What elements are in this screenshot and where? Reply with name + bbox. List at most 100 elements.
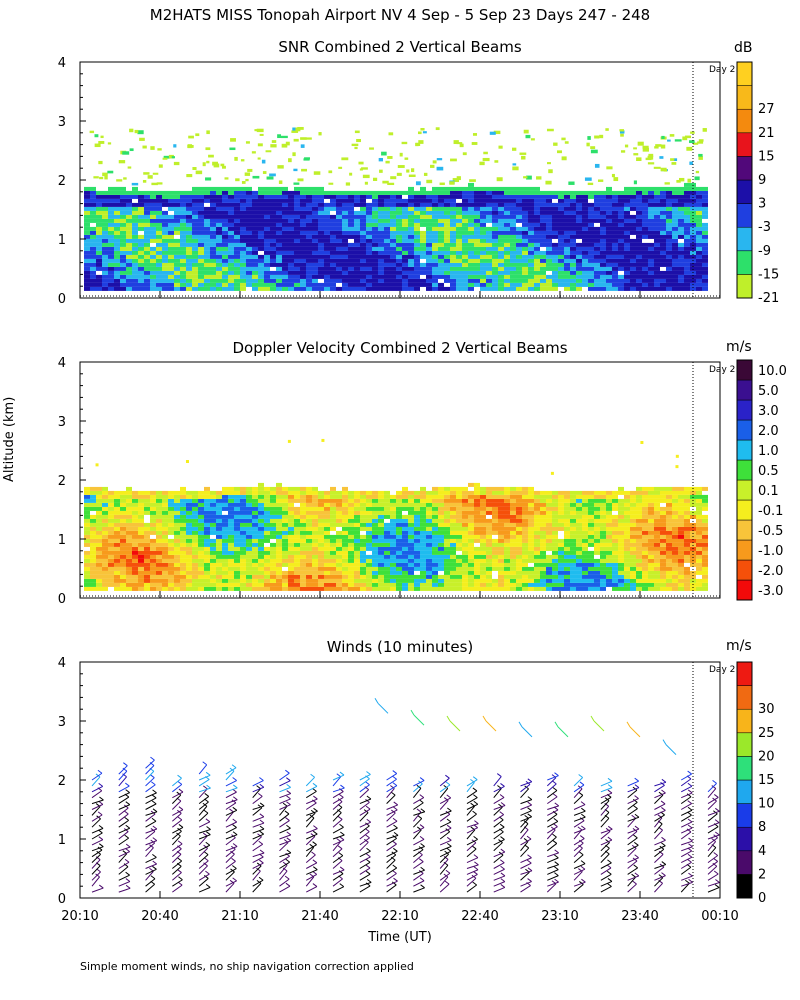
wind-barb: [359, 808, 371, 816]
wind-barb: [520, 816, 532, 822]
y-tick-label: 4: [58, 656, 66, 671]
day-marker-label: Day 2: [709, 65, 735, 75]
wind-barb: [359, 821, 371, 828]
wind-barb: [279, 864, 288, 875]
wind-barb: [306, 873, 317, 881]
wind-barb: [279, 827, 291, 834]
wind-barb: [654, 866, 665, 875]
colorbar-tick-label: -9: [758, 244, 771, 259]
axes-panel-2: 0 1 2 3 4 Day 2: [58, 356, 736, 607]
wind-barb: [680, 866, 692, 875]
day-marker-label: Day 2: [709, 665, 735, 675]
wind-barb: [600, 787, 613, 793]
wind-barb: [600, 780, 613, 787]
colorbar-swatch: [736, 803, 753, 828]
wind-barb: [593, 720, 605, 732]
colorbar-tick-label: -0.1: [758, 504, 783, 519]
colorbar-swatch: [736, 250, 753, 275]
colorbar-swatch: [736, 850, 753, 875]
colorbar-swatch: [736, 399, 753, 421]
winds-panel-title: Winds (10 minutes): [326, 638, 474, 656]
wind-barb: [252, 780, 264, 787]
wind-barb: [225, 787, 238, 793]
wind-barb: [91, 806, 101, 816]
winds-colorbar-unit: m/s: [726, 638, 752, 654]
wind-barb: [332, 860, 343, 869]
wind-barb: [225, 846, 238, 852]
wind-barb: [252, 843, 264, 852]
wind-barb: [252, 788, 261, 799]
wind-barb: [306, 828, 318, 834]
wind-barb: [145, 840, 157, 846]
wind-barb: [573, 784, 585, 793]
colorbar-tick-label: 1.0: [758, 444, 779, 459]
wind-barb: [707, 847, 717, 858]
wind-barb: [332, 886, 344, 893]
wind-barb: [413, 818, 423, 828]
wind-barb: [629, 726, 641, 738]
wind-barb: [386, 884, 397, 893]
wind-barb: [466, 842, 477, 852]
wind-barb: [493, 797, 505, 805]
wind-barb: [118, 881, 131, 887]
wind-barb: [439, 797, 451, 805]
wind-barb: [91, 871, 101, 881]
wind-barb: [413, 811, 425, 816]
wind-barb: [707, 783, 717, 793]
wind-barb: [118, 819, 129, 828]
wind-barb: [520, 881, 532, 887]
colorbar-tick-label: -21: [758, 291, 779, 306]
wind-barb: [225, 811, 234, 822]
wind-barb: [91, 790, 103, 799]
colorbar-tick-label: 3: [758, 197, 766, 212]
wind-barb: [680, 850, 693, 858]
wind-barb: [198, 835, 208, 846]
wind-barb: [145, 883, 155, 893]
wind-barb: [627, 831, 638, 840]
wind-barb: [198, 764, 208, 775]
wind-barb: [252, 862, 264, 869]
axes-panel-1: 0 1 2 3 4 Day 2: [58, 56, 736, 307]
wind-barb: [386, 804, 398, 810]
wind-barb: [386, 837, 397, 846]
colorbar-tick-label: -0.5: [758, 524, 783, 539]
colorbar-tick-label: -1.0: [758, 544, 783, 559]
wind-barb: [547, 857, 559, 864]
wind-barb: [466, 877, 477, 887]
wind-barb: [573, 863, 586, 869]
wind-barb: [680, 831, 692, 840]
wind-barb: [600, 812, 610, 822]
wind-barb: [439, 784, 451, 793]
wind-barb: [520, 829, 529, 840]
wind-barb: [332, 855, 344, 864]
wind-barb: [627, 860, 638, 869]
wind-barb: [145, 770, 155, 781]
wind-barb: [546, 836, 557, 846]
wind-barb: [654, 839, 666, 846]
wind-barb: [332, 839, 345, 846]
wind-barb: [439, 883, 450, 893]
wind-barb: [439, 788, 449, 799]
wind-barb: [91, 776, 101, 787]
wind-barb: [252, 852, 265, 858]
colorbar-swatch: [736, 579, 753, 601]
wind-barb: [520, 862, 532, 869]
wind-barb: [118, 851, 130, 858]
wind-barb: [198, 821, 211, 828]
wind-barb: [198, 886, 211, 893]
wind-barb: [493, 831, 504, 840]
colorbar-swatch: [736, 732, 753, 757]
snr-colorbar-unit: dB: [734, 40, 753, 56]
wind-barb: [439, 853, 449, 863]
wind-barb: [145, 868, 157, 875]
wind-barb: [145, 842, 156, 852]
wind-barb: [520, 871, 530, 881]
wind-barb: [252, 879, 264, 887]
wind-barb: [91, 853, 101, 863]
wind-barb: [252, 805, 265, 810]
wind-barb: [493, 842, 503, 852]
wind-barb: [198, 779, 210, 787]
wind-barb: [305, 836, 316, 846]
wind-barb: [306, 810, 318, 816]
plot-frame: [79, 661, 721, 899]
